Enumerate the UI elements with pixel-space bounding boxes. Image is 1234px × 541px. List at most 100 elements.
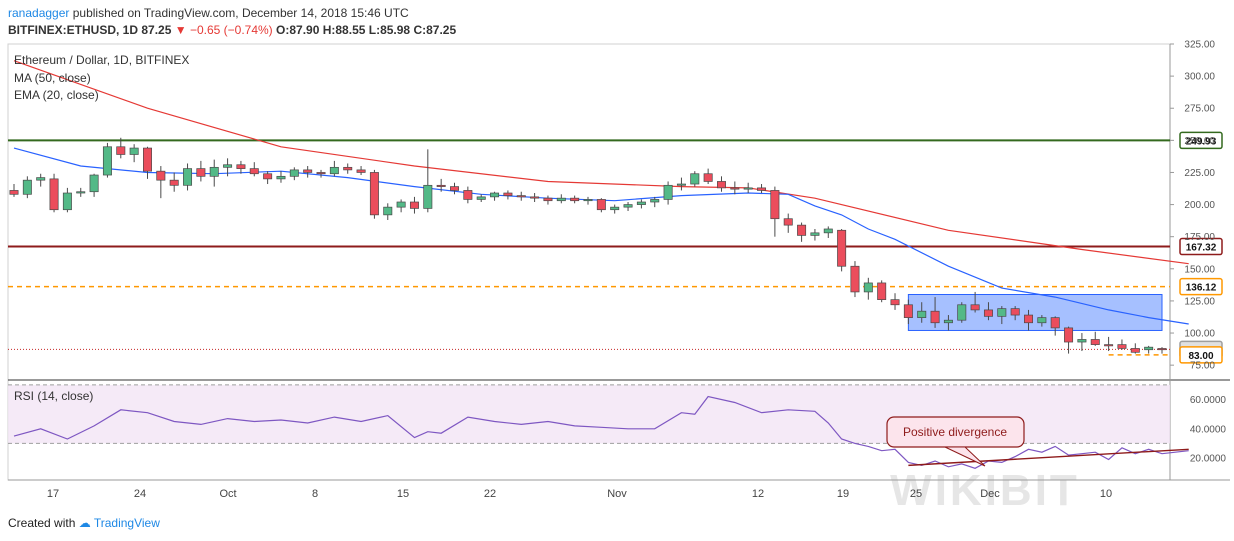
author-link[interactable]: ranadagger — [8, 6, 70, 20]
candle — [943, 315, 953, 331]
candle-body — [343, 166, 353, 171]
divergence-trendline — [908, 448, 1189, 467]
candle-body — [703, 173, 713, 182]
level-tag-box — [1179, 237, 1223, 256]
x-tick-label: 25 — [910, 488, 922, 500]
candle-body — [1077, 339, 1087, 343]
candle-body — [543, 197, 553, 202]
candle-body — [196, 168, 206, 177]
candle-body — [156, 170, 166, 181]
symbol-header: BITFINEX:ETHUSD, 1D 87.25 ▼ −0.65 (−0.74… — [8, 23, 456, 37]
candle-body — [663, 184, 673, 200]
candle-body — [1090, 339, 1100, 345]
candle — [823, 226, 833, 238]
x-tick-label: 22 — [484, 488, 496, 500]
candle-body — [463, 190, 473, 200]
candle — [636, 199, 646, 209]
price-tick-label: 150.00 — [1184, 264, 1215, 275]
candle-body — [143, 147, 152, 172]
candle-body — [76, 191, 86, 194]
ohlc-text: O:87.90 H:88.55 L:85.98 C:87.25 — [276, 23, 457, 37]
rsi-tick-label: 60.0000 — [1190, 395, 1227, 406]
candle — [369, 169, 379, 219]
candle-body — [490, 192, 500, 198]
candle-body — [476, 196, 486, 200]
candle-body — [810, 232, 820, 236]
candle-body — [877, 282, 887, 300]
candle-body — [36, 177, 46, 181]
level-tag-box — [1179, 277, 1223, 296]
candle — [116, 137, 126, 159]
candle-body — [1157, 348, 1167, 351]
candle-body — [570, 197, 580, 202]
tradingview-brand[interactable]: TradingView — [93, 516, 160, 530]
price-tick-label: 125.00 — [1184, 296, 1215, 307]
price-tick-label: 225.00 — [1184, 168, 1215, 179]
candle — [49, 173, 59, 213]
candle-body — [89, 174, 99, 193]
candle — [276, 171, 286, 183]
candle-body — [823, 228, 833, 234]
candle-body — [9, 190, 19, 195]
candle — [743, 182, 753, 194]
candle — [877, 280, 887, 303]
candle — [463, 186, 473, 204]
candle — [62, 187, 72, 213]
candle — [396, 199, 406, 213]
candle — [596, 198, 606, 213]
chart-title: Ethereum / Dollar, 1D, BITFINEX — [14, 53, 190, 67]
candle — [543, 195, 553, 205]
x-tick-label: 17 — [47, 488, 59, 500]
rsi-line — [13, 395, 1189, 469]
candle-body — [1064, 327, 1074, 343]
x-tick-label: 24 — [134, 488, 146, 500]
level-tag-text: 136.12 — [1186, 283, 1217, 294]
candle-body — [396, 201, 406, 208]
candle — [343, 163, 353, 174]
candle-body — [289, 169, 299, 177]
x-tick-label: Dec — [980, 488, 1000, 500]
candle — [263, 171, 273, 185]
candle — [22, 176, 32, 199]
candle-body — [797, 224, 807, 236]
price-tick-label: 325.00 — [1184, 40, 1215, 51]
candle — [690, 171, 700, 187]
candle — [530, 193, 540, 203]
x-tick-label: 8 — [312, 488, 318, 500]
candle — [329, 160, 339, 177]
candle — [650, 196, 660, 208]
down-arrow-icon: ▼ — [174, 23, 187, 37]
candle-body — [583, 199, 593, 202]
candle-body — [356, 169, 366, 173]
level-tag-text: 83.00 — [1188, 351, 1213, 362]
candle — [970, 291, 980, 313]
candle — [1144, 345, 1154, 354]
candle — [1064, 326, 1074, 354]
candle-body — [1024, 314, 1033, 324]
candle-body — [943, 319, 953, 324]
candle-body — [236, 164, 246, 169]
candle-body — [169, 179, 179, 186]
created-with-text: Created with — [8, 516, 76, 530]
candle — [783, 213, 793, 233]
candle — [623, 202, 633, 211]
candle — [209, 159, 219, 187]
candle — [890, 293, 900, 310]
published-text: published on TradingView.com, December 1… — [72, 6, 409, 20]
candle — [757, 184, 767, 194]
candle-body — [116, 146, 126, 155]
level-tag-box — [1179, 346, 1223, 364]
candle — [583, 196, 593, 205]
level-tag-167.32: 167.32 — [1179, 237, 1223, 256]
candle-body — [1037, 317, 1047, 324]
x-tick-label: 12 — [752, 488, 764, 500]
candle — [249, 162, 259, 177]
candle — [850, 261, 860, 298]
candle-body — [209, 166, 219, 177]
candle-body — [263, 173, 273, 180]
candle — [490, 191, 500, 201]
candle-body — [369, 172, 379, 216]
candle-body — [743, 187, 753, 190]
candle — [1104, 336, 1114, 352]
